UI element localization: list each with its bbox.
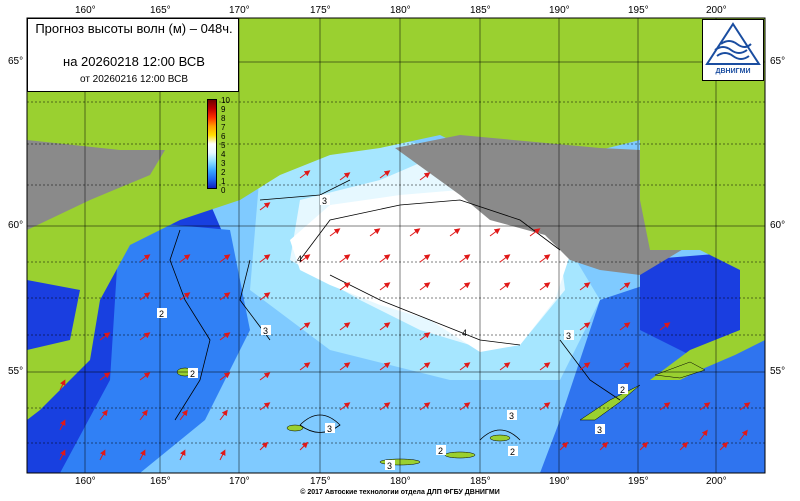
lat-label-right: 60° (770, 220, 786, 231)
legend-tick: 10 (221, 96, 230, 105)
lat-label-right: 55° (770, 366, 786, 377)
lon-label-bottom: 200° (706, 476, 727, 487)
lon-label-top: 185° (470, 5, 491, 16)
copyright-notice: © 2017 Автоские технологии отдела ДЛП ФГ… (300, 489, 500, 496)
west-coast-water (27, 280, 80, 350)
wave-logo-icon (705, 22, 761, 65)
wave-direction-arrows (59, 170, 751, 461)
legend-tick: 7 (221, 123, 226, 132)
contour-label: 3 (509, 411, 514, 421)
contour-label: 2 (510, 447, 515, 457)
grey-area-east (395, 135, 700, 275)
lon-label-bottom: 175° (310, 476, 331, 487)
land-alaska (640, 18, 765, 380)
contour-label: 3 (566, 331, 571, 341)
lat-label-left: 55° (8, 366, 24, 377)
legend-tick: 3 (221, 159, 226, 168)
lon-label-bottom: 190° (549, 476, 570, 487)
contour-label: 3 (387, 461, 392, 471)
wave-height-color-scale (207, 99, 217, 189)
contour-label: 3 (322, 196, 327, 206)
island-andreanof (444, 451, 476, 459)
legend-tick: 1 (221, 177, 226, 186)
contour-label: 2 (190, 369, 195, 379)
island-atka (489, 434, 511, 442)
map-border (26, 17, 766, 474)
contour-label: 2 (620, 385, 625, 395)
legend-tick: 5 (221, 141, 226, 150)
lon-label-top: 175° (310, 5, 331, 16)
lon-label-bottom: 165° (150, 476, 171, 487)
legend-tick: 6 (221, 132, 226, 141)
contour-label: 4 (462, 328, 467, 338)
contour-label: 2 (159, 309, 164, 319)
contour-label: 2 (438, 446, 443, 456)
forecast-title-box: Прогноз высоты волн (м) – 048ч. на 20260… (27, 18, 239, 92)
graticule (27, 18, 765, 473)
lon-label-bottom: 180° (390, 476, 411, 487)
contour-label: 3 (263, 326, 268, 336)
lon-label-top: 195° (628, 5, 649, 16)
forecast-valid-time: на 20260218 12:00 ВСВ (63, 54, 205, 69)
alaska-peninsula (654, 361, 706, 379)
lon-label-bottom: 160° (75, 476, 96, 487)
lon-label-top: 200° (706, 5, 727, 16)
lon-label-top: 190° (549, 5, 570, 16)
dvnigmi-logo-icon: ДВНИГМИ (702, 19, 764, 81)
contour-label: 3 (327, 424, 332, 434)
lat-label-left: 60° (8, 220, 24, 231)
legend-tick: 4 (221, 150, 226, 159)
lat-label-right: 65° (770, 56, 786, 67)
contour-label-group: 3 4 2 3 2 4 3 3 2 3 3 2 2 3 (157, 195, 628, 471)
lon-label-bottom: 170° (229, 476, 250, 487)
wave-contours (169, 179, 621, 441)
legend-tick: 0 (221, 186, 226, 195)
lon-label-bottom: 195° (628, 476, 649, 487)
lon-label-top: 180° (390, 5, 411, 16)
lon-label-top: 170° (229, 5, 250, 16)
lon-label-top: 160° (75, 5, 96, 16)
contour-label: 4 (297, 254, 302, 264)
lon-label-top: 165° (150, 5, 171, 16)
forecast-issue-time: от 20260216 12:00 ВСВ (79, 74, 188, 85)
lat-label-left: 65° (8, 56, 24, 67)
island-near (286, 424, 304, 432)
forecast-title: Прогноз высоты волн (м) – 048ч. (35, 21, 233, 36)
legend-tick: 2 (221, 168, 226, 177)
lon-label-bottom: 185° (470, 476, 491, 487)
legend-tick: 8 (221, 114, 226, 123)
legend-tick: 9 (221, 105, 226, 114)
contour-label: 3 (597, 425, 602, 435)
logo-text: ДВНИГМИ (715, 68, 751, 75)
